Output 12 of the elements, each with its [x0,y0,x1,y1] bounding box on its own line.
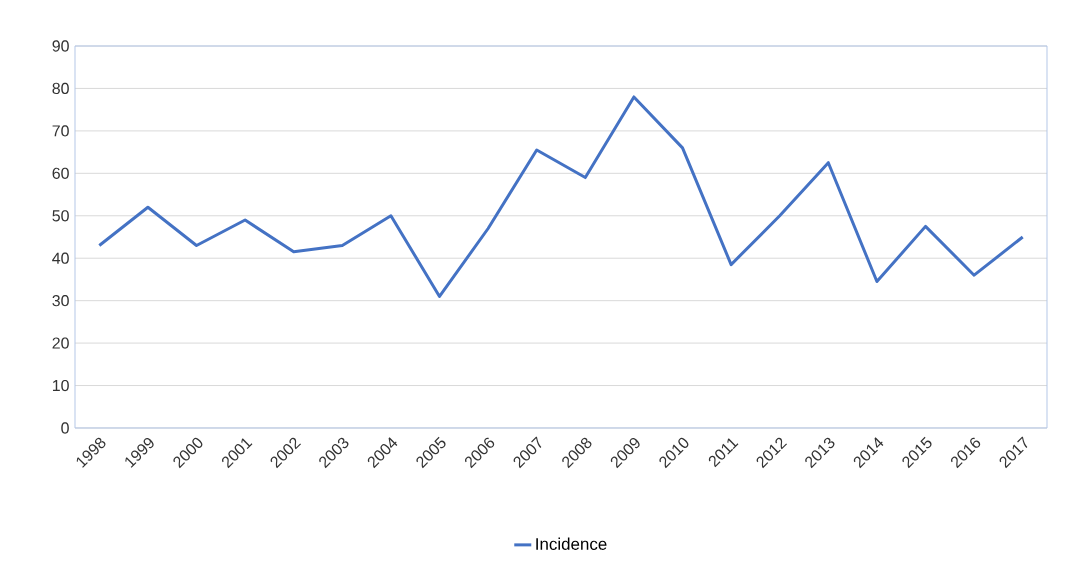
y-tick-label: 50 [52,210,69,222]
line-series [97,95,1025,298]
y-tick-label: 70 [52,125,69,137]
y-tick-label: 40 [52,252,69,264]
y-tick-label: 20 [52,337,69,349]
y-tick-label: 0 [61,422,69,434]
y-tick-label: 90 [52,40,69,52]
y-tick-label: 80 [52,82,69,95]
y-tick-label: 10 [52,379,69,392]
y-tick-label: 30 [52,295,69,307]
legend-label: Incidence [536,537,607,550]
y-tick-label: 60 [52,167,69,179]
